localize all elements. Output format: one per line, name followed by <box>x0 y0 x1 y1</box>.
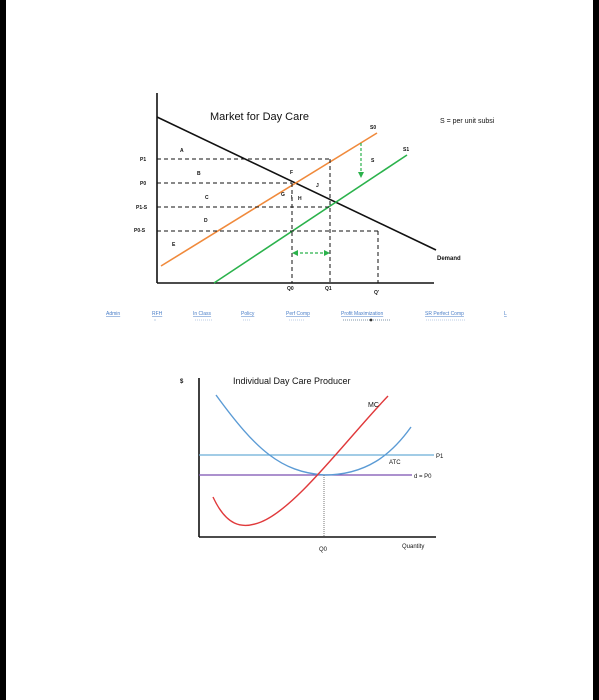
area-label-c: C <box>205 195 209 201</box>
mc-curve <box>212 395 389 526</box>
price-label-p1: P1 <box>140 157 146 163</box>
nav-item-admin[interactable]: Admin <box>106 311 120 317</box>
d-p0-label: d = P0 <box>414 474 432 480</box>
nav-item-rfh[interactable]: RFH <box>152 311 163 317</box>
area-label-j: J <box>316 183 319 189</box>
supply-curve-s0 <box>160 132 378 267</box>
atc-label: ATC <box>389 460 401 466</box>
market-chart: Market for Day Care S = per unit subsi D… <box>134 93 495 296</box>
price-label-p0: P0 <box>140 181 146 187</box>
mc-label: MC <box>368 402 379 409</box>
producer-title: Individual Day Care Producer <box>233 376 351 386</box>
nav-current-dot <box>369 318 373 322</box>
q0-label: Q0 <box>319 547 328 553</box>
subsidy-arrowhead <box>358 172 364 178</box>
qty-label-q0: Q0 <box>287 286 294 292</box>
nav-item-policy[interactable]: Policy <box>241 311 255 317</box>
quantity-shift-arrowtail <box>292 250 298 256</box>
figure-canvas: Market for Day Care S = per unit subsi D… <box>106 93 507 553</box>
qty-label-qprime: Q' <box>374 290 379 296</box>
nav-item-l[interactable]: L <box>504 311 507 317</box>
area-label-g: G <box>281 192 285 198</box>
page-canvas: Market for Day Care S = per unit subsi D… <box>6 0 593 700</box>
qty-label-q1: Q1 <box>325 286 332 292</box>
area-label-d: D <box>204 218 208 224</box>
producer-y-axis-label: $ <box>180 379 184 385</box>
producer-x-axis-label: Quantity <box>402 544 424 550</box>
nav-item-perf-comp[interactable]: Perf Comp <box>286 311 310 317</box>
price-label-p1s: P1-S <box>136 205 148 211</box>
market-title: Market for Day Care <box>210 111 309 123</box>
demand-label: Demand <box>437 256 461 262</box>
supply-label-s1: S1 <box>403 147 409 153</box>
subsidy-s-label: S <box>371 158 375 164</box>
area-label-i: I <box>291 195 293 201</box>
atc-curve <box>215 394 412 476</box>
quantity-shift-arrowhead <box>324 250 330 256</box>
nav-item-profit-max[interactable]: Profit Maximization <box>341 311 383 317</box>
nav-item-in-class[interactable]: In Class <box>193 311 212 317</box>
area-label-f: F <box>290 170 293 176</box>
supply-label-s0: S0 <box>370 125 376 131</box>
subsidy-note: S = per unit subsi <box>440 118 495 125</box>
p1-label: P1 <box>436 454 444 460</box>
area-label-a: A <box>180 148 184 154</box>
nav-strip: Admin RFH In Class Policy Perf Comp Prof… <box>106 311 507 322</box>
area-label-e: E <box>172 242 176 248</box>
producer-chart: Individual Day Care Producer $ P1 d = P0… <box>180 376 444 553</box>
area-label-h: H <box>298 196 302 202</box>
supply-curve-s1 <box>213 154 408 284</box>
price-label-p0s: P0-S <box>134 228 146 234</box>
nav-item-sr-perfect-comp[interactable]: SR Perfect Comp <box>425 311 464 317</box>
area-label-b: B <box>197 171 201 177</box>
